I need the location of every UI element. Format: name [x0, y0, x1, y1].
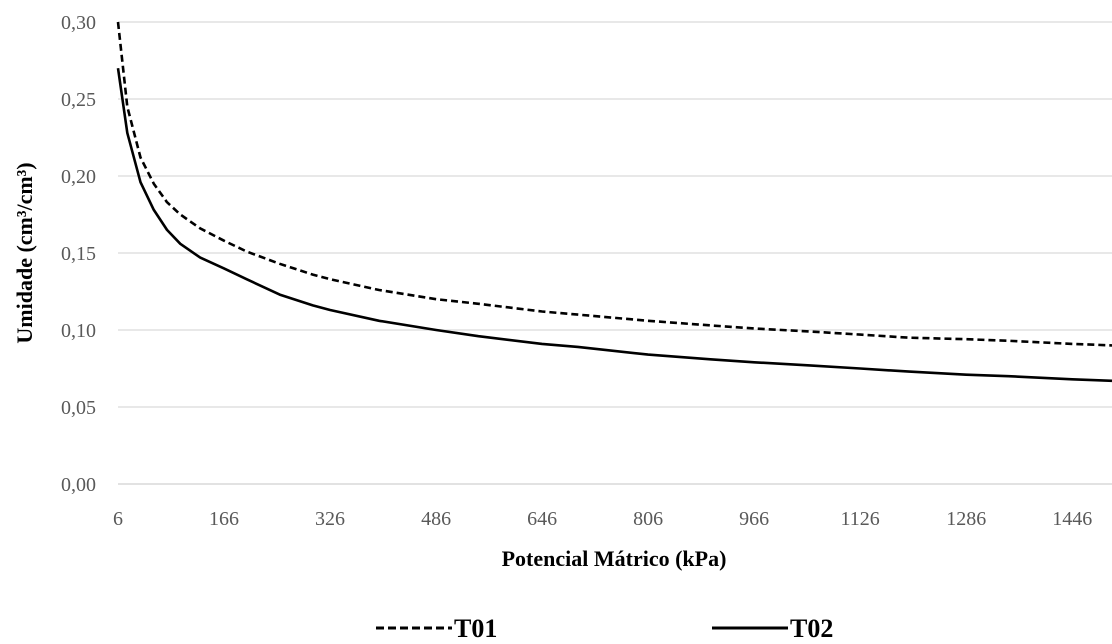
x-tick-labels: 6 166 326 486 646 806 966 1126 1286 1446	[113, 508, 1092, 530]
x-tick-label: 1446	[1052, 508, 1092, 530]
x-tick-label: 1126	[841, 508, 880, 530]
series-lines	[116, 21, 1112, 383]
y-tick-label: 0,20	[61, 166, 96, 188]
series-line-t01	[116, 21, 1112, 347]
legend: T01 T02	[376, 614, 833, 643]
x-tick-label: 166	[209, 508, 239, 530]
x-tick-label: 966	[739, 508, 769, 530]
y-tick-labels: 0,00 0,05 0,10 0,15 0,20 0,25 0,30	[61, 12, 96, 496]
y-tick-label: 0,10	[61, 320, 96, 342]
legend-label-t01: T01	[454, 614, 497, 643]
x-tick-label: 1286	[946, 508, 986, 530]
gridlines	[118, 21, 1112, 408]
x-tick-label: 806	[633, 508, 663, 530]
legend-label-t02: T02	[790, 614, 833, 643]
y-tick-label: 0,15	[61, 243, 96, 265]
x-tick-label: 646	[527, 508, 557, 530]
x-tick-label: 326	[315, 508, 345, 530]
y-tick-label: 0,30	[61, 12, 96, 34]
series-line-t02	[116, 68, 1112, 383]
y-tick-label: 0,25	[61, 89, 96, 111]
y-tick-label: 0,00	[61, 474, 96, 496]
x-tick-label: 486	[421, 508, 451, 530]
y-axis-title: Umidade (cm³/cm³)	[12, 162, 37, 343]
x-axis-title: Potencial Mátrico (kPa)	[502, 546, 727, 571]
x-tick-label: 6	[113, 508, 123, 530]
y-tick-label: 0,05	[61, 397, 96, 419]
